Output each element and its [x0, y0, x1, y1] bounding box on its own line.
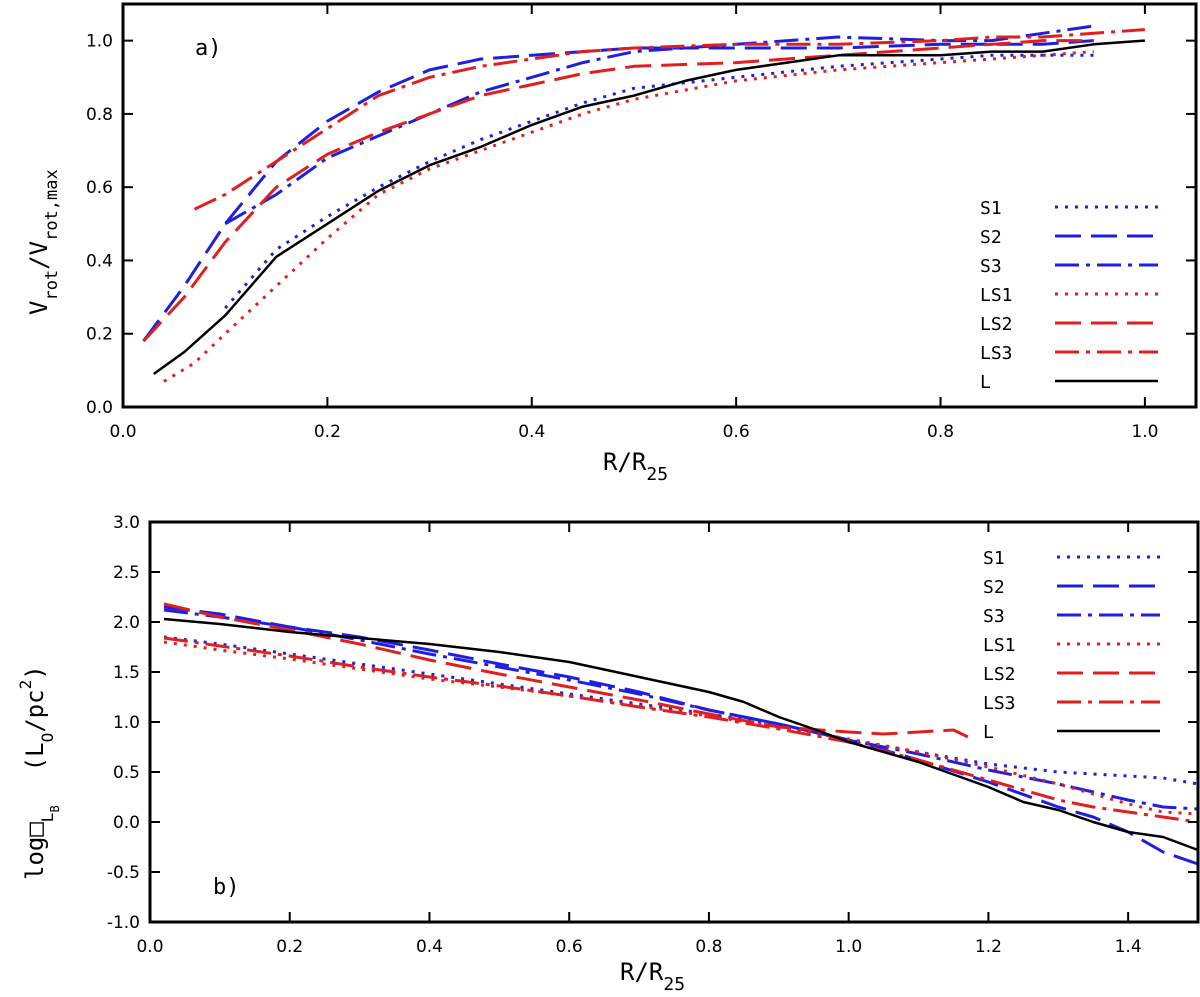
panel-a-legend-label-ls2: LS2 [980, 314, 1013, 335]
panel-a-x-tick-label: 0.0 [109, 422, 136, 442]
panel-b-x-tick-label: 0.4 [416, 937, 443, 957]
panel-a-series-s2 [142, 39, 1094, 342]
panel-b-legend-label-l: L [983, 722, 994, 743]
panel-a-series-ls2 [142, 39, 1094, 343]
panel-a-x-tick-label: 0.4 [518, 422, 545, 442]
panel-a-x-tick-label: 0.8 [927, 422, 954, 442]
panel-a-axes-frame [121, 2, 1198, 409]
panel-a-label: a) [195, 36, 222, 61]
panel-b-y-tick-label: 3.0 [113, 513, 140, 533]
panel-a-y-tick-label: 0.4 [86, 251, 113, 271]
panel-b-x-axis-title: R/R25 [620, 958, 685, 995]
panel-b-y-tick-label: -1.0 [107, 913, 140, 933]
panel-a-legend-label-ls3: LS3 [980, 343, 1013, 364]
panel-b-y-tick-label: 1.5 [113, 663, 140, 683]
panel-b-y-tick-label: -0.5 [107, 863, 140, 883]
panel-b-legend-label-s2: S2 [983, 577, 1005, 598]
panel-b-x-tick-label: 0.2 [276, 937, 303, 957]
panel-a-series-group [142, 24, 1146, 383]
panel-b-legend-label-s3: S3 [983, 606, 1005, 627]
panel-b-legend: S1 S2 S3 LS1 LS2 LS3 L [983, 548, 1160, 743]
panel-b-surface-brightness: 0.0 0.2 0.4 0.6 0.8 1.0 1.2 1.4 -1.0 -0.5 0.0 0.5 1.… [16, 513, 1200, 995]
panel-b-series-ls1 [163, 640, 1199, 816]
panel-b-x-tick-label: 1.2 [975, 937, 1002, 957]
panel-a-legend: S1 S2 S3 LS1 LS2 LS3 L [980, 198, 1158, 393]
panel-b-ticks: 0.0 0.2 0.4 0.6 0.8 1.0 1.2 1.4 -1.0 -0.5 0.0 0.5 1.… [107, 513, 1198, 957]
panel-b-x-tick-label: 0.0 [136, 937, 163, 957]
panel-a-y-tick-label: 0.8 [86, 105, 113, 125]
panel-b-x-tick-label: 0.8 [695, 937, 722, 957]
panel-a-y-tick-label: 1.0 [86, 32, 113, 52]
panel-a-x-tick-label: 0.6 [723, 422, 750, 442]
panel-a-series-ls1 [163, 50, 1094, 383]
panel-b-series-l [163, 617, 1199, 852]
panel-a-legend-label-ls1: LS1 [980, 285, 1013, 306]
panel-b-y-tick-label: 2.0 [113, 613, 140, 633]
panel-b-y-tick-label: 0.0 [113, 813, 140, 833]
panel-b-axes-frame [148, 520, 1200, 924]
panel-a-legend-label-l: L [980, 372, 991, 393]
panel-a-legend-label-s1: S1 [980, 198, 1002, 219]
panel-a-series-s3 [224, 24, 1095, 226]
panel-b-series-ls3 [163, 636, 1199, 824]
panel-b-y-tick-label: 2.5 [113, 563, 140, 583]
panel-a-series-ls3 [193, 28, 1146, 211]
panel-b-legend-label-ls3: LS3 [983, 693, 1016, 714]
panel-a-y-tick-label: 0.0 [86, 398, 113, 418]
panel-b-legend-label-ls1: LS1 [983, 635, 1016, 656]
panel-a-rotation-curve: 0.0 0.2 0.4 0.6 0.8 1.00.00.20.40.60.81.0 a) … [25, 2, 1198, 485]
panel-b-x-tick-label: 1.4 [1115, 937, 1142, 957]
panel-a-x-axis-title: R/R25 [603, 448, 668, 485]
panel-a-x-tick-label: 0.2 [314, 422, 341, 442]
panel-b-y-axis-box-glyph: □ [21, 822, 49, 837]
panel-b-series-group [163, 602, 1199, 866]
panel-b-label: b) [213, 875, 240, 900]
panel-b-x-tick-label: 0.6 [556, 937, 583, 957]
panel-b-x-tick-label: 1.0 [835, 937, 862, 957]
panel-a-y-tick-label: 0.2 [86, 325, 113, 345]
panel-b-legend-label-s1: S1 [983, 548, 1005, 569]
panel-b-y-tick-label: 1.0 [113, 713, 140, 733]
panel-b-legend-label-ls2: LS2 [983, 664, 1016, 685]
panel-a-legend-label-s3: S3 [980, 256, 1002, 277]
panel-a-ticks: 0.0 0.2 0.4 0.6 0.8 1.0 0.0 0.2 0.4 0.6 0.8 1.0 [86, 4, 1196, 442]
panel-a-series-l [152, 39, 1145, 376]
panel-b-y-axis-title: log□LB(LO/pc2) [16, 665, 62, 880]
panel-b-y-tick-label: 0.5 [113, 763, 140, 783]
panel-a-legend-label-s2: S2 [980, 227, 1002, 248]
panel-a-series-s1 [224, 53, 1094, 310]
panel-a-x-tick-label: 1.0 [1131, 422, 1158, 442]
panel-b-series-ls2 [163, 602, 976, 742]
panel-a-y-axis-title: Vrot/Vrot,max [25, 169, 62, 315]
panel-b-series-s2 [163, 605, 1199, 866]
panel-a-y-tick-label: 0.6 [86, 178, 113, 198]
